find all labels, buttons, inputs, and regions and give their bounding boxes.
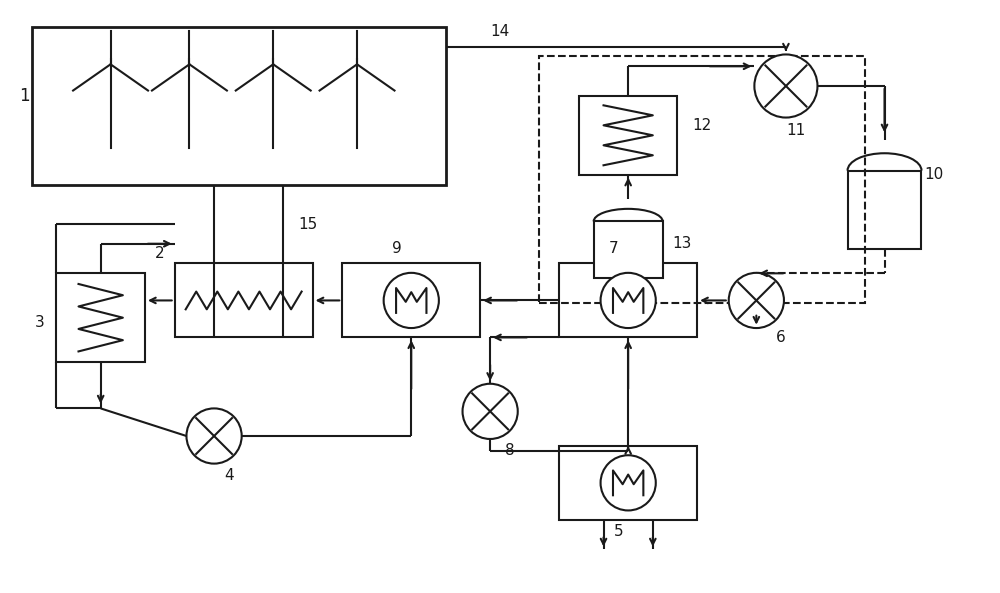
Bar (342, 263, 480, 337)
Text: 13: 13 (673, 236, 692, 251)
Bar (559, 263, 697, 337)
Text: 1: 1 (19, 87, 29, 105)
Circle shape (186, 409, 242, 464)
Text: 9: 9 (392, 241, 401, 256)
Bar (848, 171, 921, 248)
Bar (56, 273, 145, 362)
Text: 6: 6 (776, 330, 786, 345)
Text: 14: 14 (490, 24, 510, 39)
Circle shape (384, 273, 439, 328)
Bar (539, 56, 865, 303)
Text: 11: 11 (786, 123, 805, 138)
Text: 8: 8 (505, 444, 515, 458)
Text: 7: 7 (609, 241, 618, 256)
Text: 3: 3 (35, 315, 44, 330)
Text: 5: 5 (614, 524, 623, 539)
Bar (579, 96, 677, 175)
Bar (32, 27, 446, 184)
Text: 15: 15 (298, 216, 317, 231)
Bar (594, 221, 663, 278)
Circle shape (601, 455, 656, 511)
Text: 2: 2 (155, 246, 165, 261)
Text: 4: 4 (224, 468, 234, 483)
Circle shape (754, 55, 817, 117)
Text: 12: 12 (692, 118, 712, 133)
Circle shape (729, 273, 784, 328)
Bar (559, 446, 697, 520)
Bar (175, 263, 313, 337)
Circle shape (601, 273, 656, 328)
Circle shape (463, 384, 518, 439)
Text: 10: 10 (924, 167, 943, 182)
